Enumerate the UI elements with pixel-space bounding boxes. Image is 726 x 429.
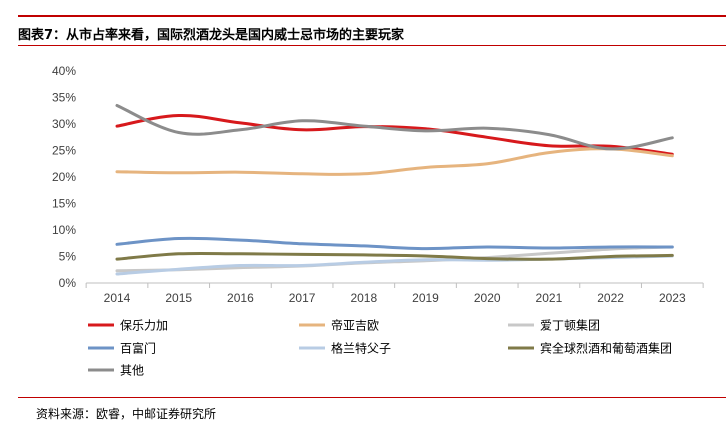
y-tick-label: 40% [52, 64, 76, 78]
source-rule [18, 397, 726, 398]
x-tick-label: 2021 [536, 291, 563, 305]
x-tick-label: 2018 [350, 291, 377, 305]
y-axis-ticks: 0% 5% 10% 15% 20% 25% 30% 35% 40% [52, 64, 76, 290]
legend-label: 保乐力加 [120, 319, 168, 333]
x-tick-label: 2017 [289, 291, 316, 305]
legend-item: 宾全球烈酒和葡萄酒集团 [508, 341, 672, 356]
legend-item: 保乐力加 [88, 319, 168, 333]
y-tick-label: 35% [52, 91, 76, 105]
legend-label: 百富门 [120, 341, 156, 356]
y-tick-label: 0% [59, 276, 77, 290]
x-tick-label: 2020 [474, 291, 501, 305]
title-bottom-rule [18, 45, 726, 46]
x-tick-label: 2023 [659, 291, 686, 305]
x-tick-label: 2022 [597, 291, 624, 305]
series-line-1 [115, 147, 674, 176]
legend-label: 宾全球烈酒和葡萄酒集团 [540, 341, 672, 356]
legend-item: 爱丁顿集团 [508, 318, 600, 333]
y-tick-label: 15% [52, 197, 76, 211]
legend-item: 帝亚吉欧 [299, 318, 379, 333]
plot-series [115, 103, 674, 276]
y-tick-label: 20% [52, 170, 76, 184]
x-axis: 2014 2015 2016 2017 2018 2019 2020 2021 2022 2023 [85, 282, 704, 305]
legend-item: 其他 [88, 364, 144, 378]
y-tick-label: 5% [59, 250, 77, 264]
legend-item: 格兰特父子 [299, 341, 391, 356]
legend-label: 帝亚吉欧 [331, 318, 379, 333]
y-tick-label: 10% [52, 223, 76, 237]
series-line-5 [115, 251, 674, 261]
x-tick-label: 2014 [104, 291, 131, 305]
series-line-6 [115, 103, 674, 151]
series-line-0 [115, 113, 674, 156]
legend-label: 爱丁顿集团 [540, 318, 600, 333]
x-tick-label: 2019 [412, 291, 439, 305]
legend-label: 其他 [120, 364, 144, 378]
x-tick-label: 2016 [227, 291, 254, 305]
y-tick-label: 30% [52, 117, 76, 131]
source-note: 资料来源：欧睿，中邮证券研究所 [36, 407, 217, 421]
series-line-3 [115, 236, 674, 251]
title-top-rule [18, 15, 726, 17]
x-tick-label: 2015 [165, 291, 192, 305]
y-tick-label: 25% [52, 144, 76, 158]
legend-item: 百富门 [88, 341, 156, 356]
figure-title: 图表7：从市占率来看，国际烈酒龙头是国内威士忌市场的主要玩家 [18, 28, 405, 43]
legend-label: 格兰特父子 [331, 341, 391, 356]
